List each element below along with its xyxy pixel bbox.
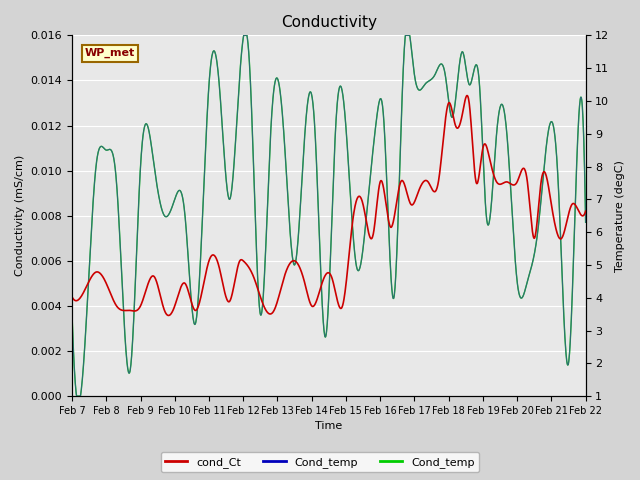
Text: WP_met: WP_met [85, 48, 135, 58]
Title: Conductivity: Conductivity [281, 15, 377, 30]
Y-axis label: Temperature (degC): Temperature (degC) [615, 160, 625, 272]
X-axis label: Time: Time [315, 421, 342, 432]
Y-axis label: Conductivity (mS/cm): Conductivity (mS/cm) [15, 155, 25, 276]
Legend: cond_Ct, Cond_temp, Cond_temp: cond_Ct, Cond_temp, Cond_temp [161, 452, 479, 472]
